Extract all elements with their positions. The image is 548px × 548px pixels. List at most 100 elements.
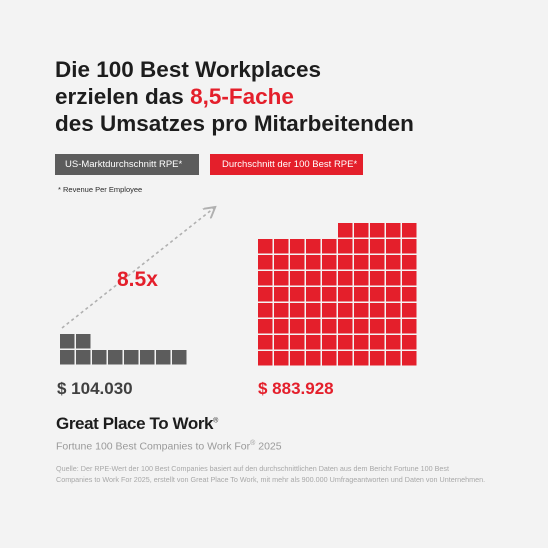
best-unit-square	[338, 239, 353, 254]
title-highlight: 8,5-Fache	[190, 84, 294, 109]
subtitle-registered: ®	[250, 440, 256, 447]
best-unit-square	[306, 287, 321, 302]
best-unit-square	[354, 239, 369, 254]
best-unit-square	[370, 271, 385, 286]
us-value-label: $ 104.030	[57, 379, 133, 398]
best-unit-square	[274, 287, 289, 302]
best-unit-square	[274, 271, 289, 286]
best-unit-square	[322, 351, 337, 366]
us-unit-square	[140, 350, 155, 365]
best-unit-square	[354, 303, 369, 318]
us-unit-square	[76, 334, 91, 349]
best-unit-square	[402, 319, 417, 334]
best-unit-square	[338, 351, 353, 366]
best-unit-square	[354, 319, 369, 334]
best-unit-square	[290, 351, 305, 366]
best-unit-square	[402, 351, 417, 366]
best-unit-square	[386, 239, 401, 254]
best-unit-square	[402, 287, 417, 302]
best-unit-squares	[258, 223, 417, 366]
subtitle: Fortune 100 Best Companies to Work For® …	[56, 440, 282, 453]
best-unit-square	[274, 351, 289, 366]
title-line-1: Die 100 Best Workplaces	[55, 57, 321, 82]
best-unit-square	[290, 335, 305, 350]
best-unit-square	[370, 335, 385, 350]
best-unit-square	[274, 239, 289, 254]
title-line-2-prefix: erzielen das	[55, 84, 191, 109]
source-note: Quelle: Der RPE-Wert der 100 Best Compan…	[56, 464, 486, 484]
best-unit-square	[402, 303, 417, 318]
best-unit-square	[370, 255, 385, 270]
best-unit-square	[274, 319, 289, 334]
best-unit-square	[290, 303, 305, 318]
best-unit-square	[370, 239, 385, 254]
best-unit-square	[338, 287, 353, 302]
best-unit-square	[370, 319, 385, 334]
subtitle-text: Fortune 100 Best Companies to Work For	[56, 440, 251, 453]
growth-arrow	[61, 208, 214, 329]
us-unit-square	[92, 350, 107, 365]
best-unit-square	[370, 303, 385, 318]
best-unit-square	[274, 255, 289, 270]
best-value-label: $ 883.928	[258, 379, 334, 398]
best-unit-square	[258, 319, 273, 334]
best-unit-square	[386, 335, 401, 350]
best-unit-square	[258, 287, 273, 302]
page-title: Die 100 Best Workplaces erzielen das 8,5…	[55, 56, 525, 137]
legend-us-market: US-Marktdurchschnitt RPE*	[55, 154, 199, 175]
best-unit-square	[258, 351, 273, 366]
best-unit-square	[338, 255, 353, 270]
footnote: * Revenue Per Employee	[58, 185, 143, 194]
best-unit-square	[338, 303, 353, 318]
best-unit-square	[354, 351, 369, 366]
best-unit-square	[402, 239, 417, 254]
best-unit-square	[354, 223, 369, 238]
title-line-3: des Umsatzes pro Mitarbeitenden	[55, 111, 414, 136]
best-unit-square	[338, 319, 353, 334]
subtitle-year: 2025	[255, 440, 282, 453]
best-unit-square	[354, 255, 369, 270]
us-unit-square	[124, 350, 139, 365]
best-unit-square	[370, 351, 385, 366]
best-unit-square	[322, 303, 337, 318]
us-unit-squares	[60, 334, 187, 365]
best-unit-square	[306, 335, 321, 350]
brand-name: Great Place To Work	[56, 414, 214, 433]
best-unit-square	[370, 223, 385, 238]
best-unit-square	[290, 287, 305, 302]
us-unit-square	[60, 334, 75, 349]
best-unit-square	[370, 287, 385, 302]
best-unit-square	[306, 255, 321, 270]
best-unit-square	[290, 239, 305, 254]
best-unit-square	[338, 271, 353, 286]
best-unit-square	[306, 319, 321, 334]
best-unit-square	[258, 239, 273, 254]
best-unit-square	[306, 271, 321, 286]
best-unit-square	[306, 351, 321, 366]
best-unit-square	[322, 335, 337, 350]
best-unit-square	[386, 255, 401, 270]
best-unit-square	[258, 255, 273, 270]
best-unit-square	[402, 271, 417, 286]
best-unit-square	[338, 223, 353, 238]
best-unit-square	[290, 319, 305, 334]
us-unit-square	[60, 350, 75, 365]
title-line-2: erzielen das 8,5-Fache	[55, 83, 525, 110]
best-unit-square	[322, 255, 337, 270]
best-unit-square	[290, 255, 305, 270]
best-unit-square	[290, 271, 305, 286]
us-unit-square	[156, 350, 171, 365]
best-unit-square	[354, 271, 369, 286]
us-unit-square	[108, 350, 123, 365]
best-unit-square	[386, 351, 401, 366]
best-unit-square	[258, 303, 273, 318]
best-unit-square	[306, 303, 321, 318]
best-unit-square	[386, 319, 401, 334]
multiplier-label: 8.5x	[117, 268, 158, 291]
brand-trademark: ®	[213, 417, 219, 425]
best-unit-square	[258, 271, 273, 286]
best-unit-square	[338, 335, 353, 350]
best-unit-square	[402, 255, 417, 270]
best-unit-square	[402, 223, 417, 238]
